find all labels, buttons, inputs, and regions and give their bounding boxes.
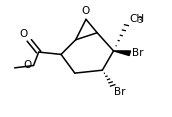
Text: O: O — [82, 6, 90, 16]
Text: Br: Br — [132, 48, 144, 58]
Text: Br: Br — [114, 87, 126, 97]
Text: CH: CH — [129, 14, 144, 24]
Polygon shape — [114, 51, 131, 56]
Text: O: O — [23, 60, 32, 70]
Text: O: O — [19, 29, 27, 39]
Text: 3: 3 — [138, 16, 143, 25]
